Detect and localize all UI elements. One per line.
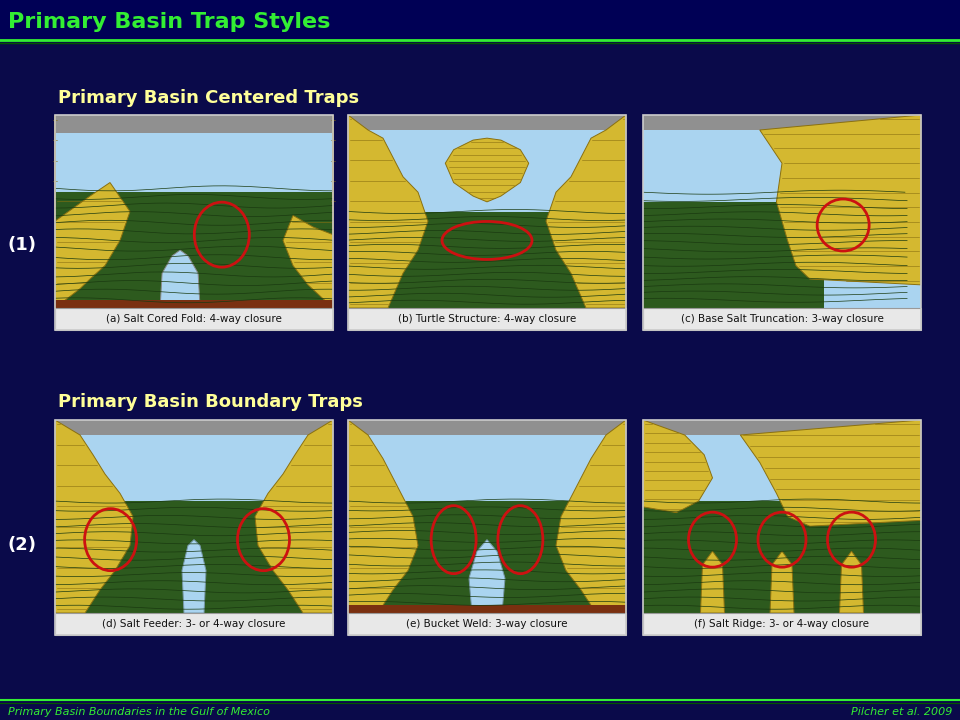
Polygon shape — [182, 540, 206, 613]
Bar — [643, 115, 921, 130]
Text: Primary Basin Boundaries in the Gulf of Mexico: Primary Basin Boundaries in the Gulf of … — [8, 707, 270, 717]
Bar — [643, 501, 921, 613]
Text: (e) Bucket Weld: 3-way closure: (e) Bucket Weld: 3-way closure — [406, 619, 567, 629]
Text: (a) Salt Cored Fold: 4-way closure: (a) Salt Cored Fold: 4-way closure — [106, 314, 282, 324]
Polygon shape — [546, 115, 626, 308]
Polygon shape — [643, 420, 712, 513]
Polygon shape — [839, 552, 863, 613]
Polygon shape — [445, 138, 529, 202]
Polygon shape — [469, 540, 505, 613]
Bar — [643, 308, 921, 330]
Text: (f) Salt Ridge: 3- or 4-way closure: (f) Salt Ridge: 3- or 4-way closure — [694, 619, 870, 629]
Text: (d) Salt Feeder: 3- or 4-way closure: (d) Salt Feeder: 3- or 4-way closure — [103, 619, 286, 629]
Text: Pilcher et al. 2009: Pilcher et al. 2009 — [851, 707, 952, 717]
Bar — [55, 501, 333, 613]
Bar — [55, 300, 333, 308]
Bar — [643, 115, 921, 308]
Polygon shape — [701, 552, 725, 613]
Bar — [643, 115, 921, 330]
Bar — [643, 420, 921, 435]
Text: (1): (1) — [8, 236, 36, 254]
Text: Primary Basin Trap Styles: Primary Basin Trap Styles — [8, 12, 330, 32]
Text: Primary Basin Boundary Traps: Primary Basin Boundary Traps — [58, 393, 363, 411]
Polygon shape — [740, 420, 921, 526]
Bar — [55, 115, 333, 330]
Bar — [348, 420, 626, 613]
Bar — [348, 501, 626, 607]
Bar — [55, 115, 333, 133]
Bar — [348, 212, 626, 308]
Bar — [348, 115, 626, 308]
Polygon shape — [55, 192, 333, 308]
Bar — [348, 115, 626, 130]
Text: (c) Base Salt Truncation: 3-way closure: (c) Base Salt Truncation: 3-way closure — [681, 314, 883, 324]
Bar — [55, 308, 333, 330]
Bar — [55, 115, 333, 308]
Polygon shape — [556, 420, 626, 613]
Bar — [348, 115, 626, 330]
Polygon shape — [348, 115, 428, 308]
Bar — [348, 613, 626, 635]
Text: Primary Basin Centered Traps: Primary Basin Centered Traps — [58, 89, 359, 107]
Bar — [348, 605, 626, 613]
Polygon shape — [348, 420, 418, 613]
Bar — [348, 308, 626, 330]
Polygon shape — [283, 115, 333, 308]
Polygon shape — [770, 552, 794, 613]
Bar — [55, 613, 333, 635]
Bar — [0, 0, 960, 42]
Bar — [643, 202, 824, 308]
Bar — [55, 420, 333, 613]
Bar — [55, 420, 333, 635]
Polygon shape — [255, 420, 333, 613]
Bar — [643, 420, 921, 613]
Bar — [643, 613, 921, 635]
Text: (b) Turtle Structure: 4-way closure: (b) Turtle Structure: 4-way closure — [397, 314, 576, 324]
Bar — [643, 420, 921, 635]
Polygon shape — [160, 250, 200, 308]
Bar — [55, 420, 333, 435]
Bar — [348, 420, 626, 635]
Bar — [348, 420, 626, 435]
Polygon shape — [55, 115, 130, 308]
Polygon shape — [55, 420, 133, 613]
Text: (2): (2) — [8, 536, 36, 554]
Polygon shape — [759, 115, 921, 285]
